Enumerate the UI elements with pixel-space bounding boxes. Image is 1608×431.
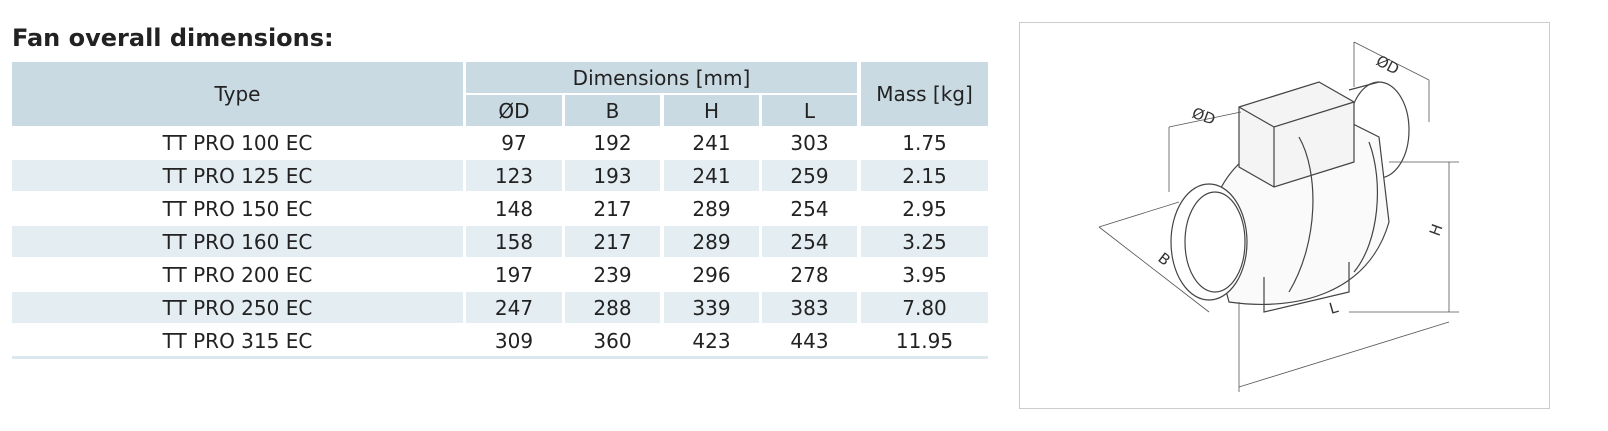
table-cell: 148	[494, 196, 534, 221]
header-cell: H	[664, 95, 759, 126]
table-cell: 288	[565, 292, 660, 323]
table-cell: 192	[593, 130, 632, 155]
table-cell: TT PRO 150 EC	[162, 196, 313, 221]
table-cell: TT PRO 160 EC	[12, 226, 463, 257]
table-cell: 289	[692, 196, 731, 221]
table-bottom-rule	[12, 356, 988, 359]
header-cell: Dimensions [mm]	[466, 62, 857, 93]
table-cell: 197	[494, 262, 534, 287]
table-cell: 217	[593, 196, 632, 221]
table-cell: TT PRO 250 EC	[12, 292, 463, 323]
table-cell: TT PRO 125 EC	[12, 160, 463, 191]
table-cell: 1.75	[902, 130, 947, 155]
table-cell: 193	[565, 160, 660, 191]
table-cell: 11.95	[895, 328, 954, 353]
table-cell: 383	[762, 292, 857, 323]
header-cell: ØD	[466, 95, 562, 126]
table-cell: 217	[565, 226, 660, 257]
table-cell: 309	[494, 328, 534, 353]
fan-outline	[1170, 81, 1410, 313]
table-cell: 3.25	[861, 226, 988, 257]
table-cell: 289	[664, 226, 759, 257]
table-cell: 339	[664, 292, 759, 323]
dimension-lines	[1098, 41, 1459, 392]
table-cell: 97	[501, 130, 527, 155]
table-cell: 443	[790, 328, 829, 353]
table-cell: 123	[466, 160, 562, 191]
header-cell: L	[762, 95, 857, 126]
table-cell: TT PRO 200 EC	[162, 262, 313, 287]
table-cell: 241	[692, 130, 731, 155]
table-cell: 2.15	[861, 160, 988, 191]
table-cell: 239	[593, 262, 632, 287]
table-cell: 278	[790, 262, 829, 287]
table-cell: TT PRO 100 EC	[162, 130, 313, 155]
table-cell: TT PRO 315 EC	[162, 328, 313, 353]
table-cell: 303	[790, 130, 829, 155]
header-cell: Type	[12, 62, 463, 126]
table-cell: 2.95	[902, 196, 947, 221]
table-cell: 241	[664, 160, 759, 191]
table-cell: 423	[692, 328, 731, 353]
fan-drawing: ØD ØD B H L	[1019, 22, 1550, 409]
table-cell: 360	[593, 328, 632, 353]
table-cell: 254	[790, 196, 829, 221]
header-cell: B	[565, 95, 660, 126]
table-cell: 3.95	[902, 262, 947, 287]
table-cell: 254	[762, 226, 857, 257]
header-cell: Mass [kg]	[861, 62, 988, 126]
table-cell: 158	[466, 226, 562, 257]
table-cell: 259	[762, 160, 857, 191]
title: Fan overall dimensions:	[12, 24, 334, 52]
table-cell: 7.80	[861, 292, 988, 323]
table-cell: 247	[466, 292, 562, 323]
table-cell: 296	[692, 262, 731, 287]
